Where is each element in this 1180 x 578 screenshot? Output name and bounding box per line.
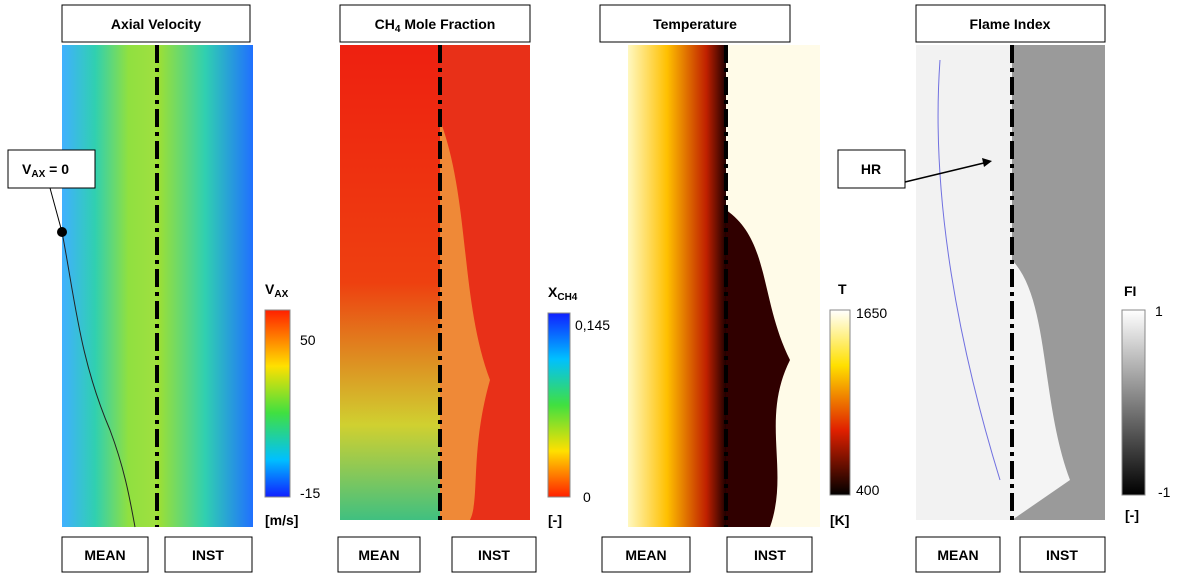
legend-max: 50 [300, 332, 316, 348]
panel-title: Flame Index [970, 16, 1051, 32]
legend-symbol: T [838, 281, 847, 297]
inst-label: INST [1046, 547, 1078, 563]
colorbar [1121, 309, 1146, 496]
colorbar [547, 312, 571, 498]
legend-unit: [-] [548, 512, 562, 528]
panel-title: Temperature [653, 16, 737, 32]
panel-flame-index: Flame Index FI 1 -1 [-] MEAN INST [915, 4, 1171, 573]
legend-symbol: VAX [265, 281, 289, 300]
colorbar [264, 309, 291, 498]
legend-unit: [-] [1125, 507, 1139, 523]
inst-label: INST [754, 547, 786, 563]
field-mean [62, 45, 157, 527]
inst-label: INST [192, 547, 224, 563]
annotation-text: HR [861, 161, 881, 177]
annotation-hr: HR [837, 149, 992, 189]
legend-max: 1 [1155, 303, 1163, 319]
legend-min: 400 [856, 482, 880, 498]
annotation-vax: VAX = 0 [7, 149, 96, 237]
legend-min: -15 [300, 485, 320, 501]
mean-label: MEAN [358, 547, 399, 563]
legend-unit: [K] [830, 512, 849, 528]
title-box [61, 4, 251, 43]
colorbar [829, 309, 851, 496]
legend-symbol: FI [1124, 283, 1136, 299]
field-inst [157, 45, 253, 527]
field-mean [628, 45, 726, 527]
inst-label: INST [478, 547, 510, 563]
legend-min: -1 [1158, 484, 1171, 500]
panel-title: CH4 Mole Fraction [375, 16, 496, 35]
legend-min: 0 [583, 489, 591, 505]
panel-axial-velocity: Axial Velocity VAX 50 -15 [m/s] MEAN INS… [61, 4, 320, 573]
legend-max: 1650 [856, 305, 887, 321]
field-mean [916, 45, 1012, 520]
annotation-text: VAX = 0 [22, 161, 69, 180]
panel-title: Axial Velocity [111, 16, 201, 32]
panel-ch4: CH4 Mole Fraction XCH4 0,145 0 [-] MEAN … [337, 4, 610, 573]
mean-label: MEAN [937, 547, 978, 563]
field-mean [340, 45, 440, 520]
legend-unit: [m/s] [265, 512, 298, 528]
mean-label: MEAN [84, 547, 125, 563]
legend-max: 0,145 [575, 317, 610, 333]
panel-temperature: Temperature T 1650 400 [K] MEAN INST [599, 4, 887, 573]
mean-label: MEAN [625, 547, 666, 563]
legend-symbol: XCH4 [548, 284, 578, 303]
